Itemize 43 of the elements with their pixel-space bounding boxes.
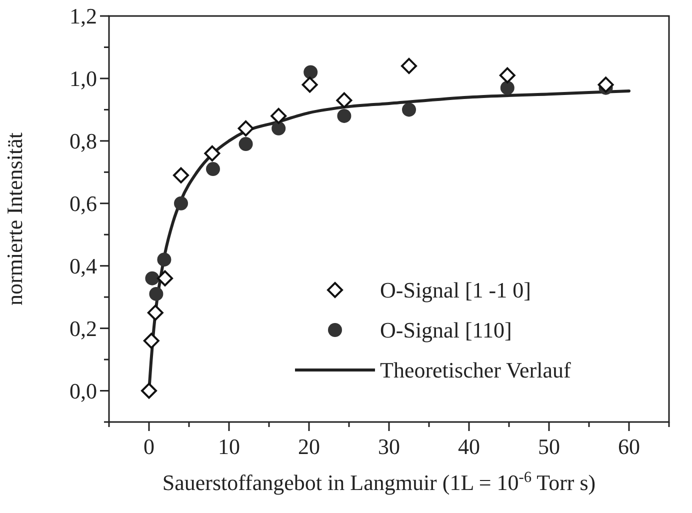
legend-label: O-Signal [110]: [380, 318, 512, 343]
point: [336, 92, 352, 108]
point: [174, 196, 188, 210]
point: [402, 102, 416, 117]
point: [145, 271, 160, 286]
point: [157, 252, 172, 267]
legend-label: O-Signal [1 -1 0]: [380, 278, 531, 303]
x-tick-label: 50: [538, 434, 560, 459]
point: [337, 108, 352, 123]
point: [272, 121, 286, 136]
x-tick-label: 40: [458, 434, 480, 459]
point: [238, 137, 253, 152]
x-tick-label: 60: [618, 434, 640, 459]
point: [141, 382, 157, 399]
y-axis-title: normierte Intensität: [2, 132, 27, 306]
point: [143, 332, 160, 349]
y-tick-label: 1,0: [70, 66, 97, 92]
y-tick-label: 1,2: [70, 4, 97, 29]
legend-label: Theoretischer Verlauf: [380, 358, 572, 383]
y-tick-label: 0,6: [70, 191, 97, 216]
point: [302, 76, 318, 93]
point: [147, 304, 164, 321]
point: [204, 145, 220, 162]
point: [598, 76, 614, 93]
y-tick-label: 0,4: [70, 254, 97, 279]
point: [173, 167, 189, 184]
y-tick-label: 0,2: [70, 316, 97, 342]
x-tick-label: 0: [144, 434, 154, 459]
x-tick-label: 10: [218, 434, 240, 459]
point: [500, 80, 514, 95]
y-tick-label: 0,0: [70, 378, 97, 404]
point: [270, 108, 287, 124]
x-tick-label: 30: [378, 434, 400, 459]
point: [157, 270, 173, 286]
x-tick-label: 20: [298, 434, 320, 459]
point: [499, 67, 516, 84]
point: [149, 286, 164, 301]
point: [238, 120, 254, 136]
y-tick-label: 0,8: [70, 128, 97, 154]
point: [206, 162, 220, 176]
point: [304, 65, 318, 80]
point: [401, 58, 417, 74]
x-axis-title: Sauerstoffangebot in Langmuir (1L = 10$^{-6}$ Torr s): [162, 468, 596, 495]
